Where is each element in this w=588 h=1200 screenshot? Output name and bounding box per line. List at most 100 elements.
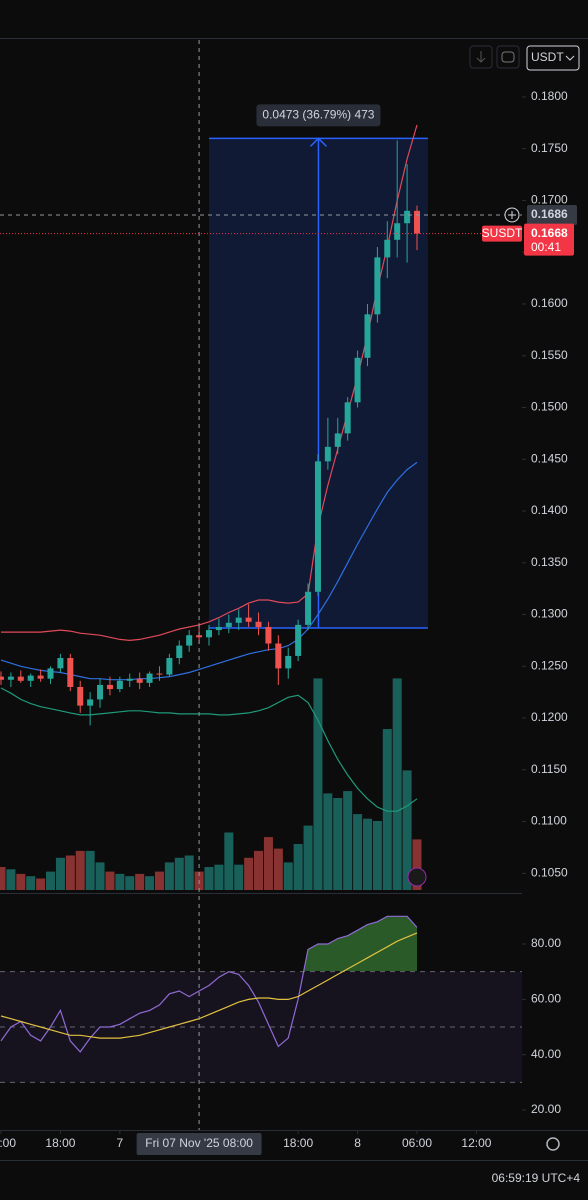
volume-bar [343,791,353,890]
measure-label-box [256,104,381,127]
volume-bar [392,678,402,890]
volume-bar [402,770,412,890]
candle-body [47,668,54,679]
volume-bar [214,864,224,890]
y-tick-label: 0.1500 [531,400,568,414]
volume-bar [6,869,16,890]
candle-body [245,617,252,622]
volume-bar [293,844,303,890]
flash-icon[interactable] [407,867,427,887]
candle-body [166,658,173,675]
volume-bar [184,855,194,890]
rsi-tick-label: 60.00 [531,992,561,1006]
volume-bar [313,678,323,890]
rsi-tick-label: 80.00 [531,936,561,950]
x-tick-label: 06:00 [402,1136,432,1150]
rsi-line [0,932,418,1039]
rsi-line [0,915,418,1053]
last-price-box [524,223,574,256]
candle-body [344,402,351,434]
volume-bar [372,821,382,890]
volume-bar [204,867,214,890]
rsi-tick-label: 40.00 [531,1047,561,1061]
rsi-tick-label: 20.00 [531,1102,561,1116]
dropdown-icon [565,55,575,61]
candle-body [205,630,212,638]
candle-body [176,645,183,659]
countdown: 00:41 [531,240,561,254]
candle-body [17,676,24,681]
volume-bar [303,825,313,890]
y-tick-label: 0.1100 [531,814,567,828]
candle-body [0,676,4,680]
symbol-box [482,225,522,242]
y-tick-label: 0.1700 [531,193,568,207]
y-tick-label: 0.1750 [531,141,568,155]
currency-button[interactable] [526,45,580,71]
volume-bar [244,857,254,890]
y-tick-label: 0.1600 [531,296,568,310]
candle-body [37,675,44,679]
volume-bar [75,850,85,890]
crosshair-price: 0.1686 [531,207,568,221]
axes: 0.1050 0.1100 0.1150 0.1200 0.1250 0.1300 0.13… [0,89,568,1150]
candle-body [67,658,74,687]
candle-body [275,643,282,669]
volume-bar [273,848,283,890]
measure-arrowhead [309,137,327,147]
y-tick-label: 0.1300 [531,607,568,621]
candle-body [126,678,133,681]
candle-body [186,635,193,646]
volume-bar [353,814,363,890]
volume-bar [135,873,145,890]
candle-body [414,210,421,234]
candle-body [97,684,104,700]
volume-bar [164,862,174,890]
candle-body [106,684,113,690]
candle-body [255,621,262,627]
candle-body [394,223,401,240]
candle-body [235,617,242,623]
volume-bar [254,850,264,890]
volume-bar [234,864,244,890]
volume-bar [55,857,65,890]
candle-body [215,626,222,631]
candle-body [285,655,292,669]
y-tick-label: 0.1450 [531,451,568,465]
crosshair-price-box [527,204,577,225]
layout-button[interactable] [496,45,520,69]
candle-body [324,446,331,462]
y-tick-label: 0.1200 [531,710,568,724]
volume-bar [323,793,333,890]
candle-body [305,591,312,625]
volume-bar [115,873,125,890]
y-tick-label: 0.1800 [531,89,568,103]
x-tick-label: 12:00 [0,1136,16,1150]
volume-bar [382,729,392,890]
candle-body [136,678,143,683]
candle-body [265,626,272,644]
candle-body [314,461,321,592]
volume-bar [412,839,422,890]
price-pane: 0.0473 (36.79%) 473 [0,104,428,890]
scroll-button[interactable] [469,45,493,69]
layout-icon [501,51,515,63]
settings-icon[interactable] [546,1137,560,1151]
x-tick-label: 12:00 [461,1136,491,1150]
candle-body [374,257,381,315]
candle-body [156,673,163,675]
x-tick-label: 7 [117,1136,124,1150]
plus-icon [508,210,516,219]
volume-bar [362,818,372,890]
candle-body [225,622,232,627]
candle-body [295,624,302,656]
indicator-line [0,687,418,812]
volume-bar [154,871,164,890]
y-tick-label: 0.1400 [531,503,568,517]
x-tick-label: 8 [354,1136,361,1150]
volume-bar [46,871,56,890]
candle-body [87,699,94,706]
x-tick-label: 18:00 [45,1136,75,1150]
